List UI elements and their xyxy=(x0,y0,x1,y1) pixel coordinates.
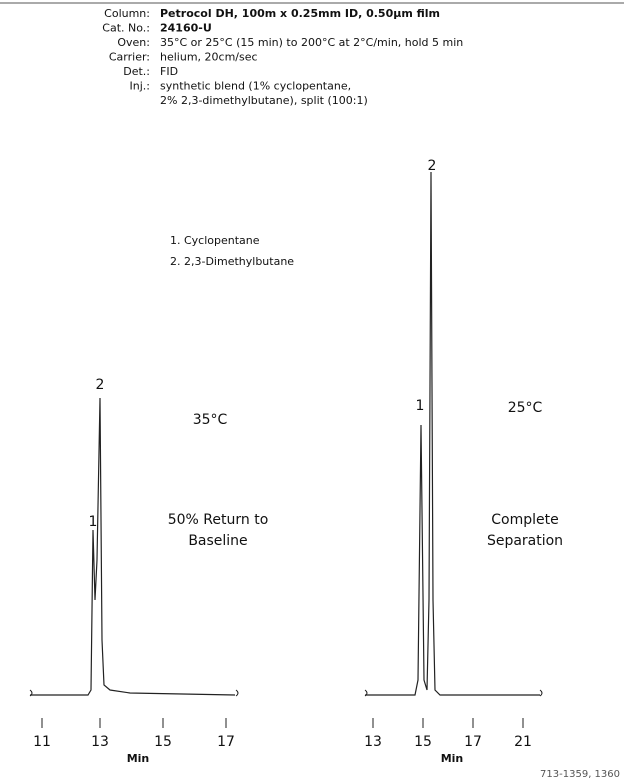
panel-title: 25°C xyxy=(508,400,543,416)
peak-label: 2 xyxy=(428,158,437,174)
axis-label: Min xyxy=(127,752,150,765)
legend-item: 2. 2,3-Dimethylbutane xyxy=(170,255,294,268)
field-value: 2% 2,3-dimethylbutane), split (100:1) xyxy=(160,94,368,107)
field-value: Petrocol DH, 100m x 0.25mm ID, 0.50µm fi… xyxy=(160,7,440,20)
trace-end xyxy=(29,689,239,697)
field-value: FID xyxy=(160,65,178,78)
tick-label: 13 xyxy=(364,734,382,750)
tick-label: 15 xyxy=(414,734,432,750)
field-label: Column: xyxy=(104,7,150,20)
annotation: Separation xyxy=(487,533,563,549)
annotation: Baseline xyxy=(188,533,247,549)
field-value: helium, 20cm/sec xyxy=(160,51,258,64)
annotation: Complete xyxy=(491,512,558,528)
peak-label: 2 xyxy=(96,377,105,393)
tick-label: 21 xyxy=(514,734,532,750)
tick-label: 15 xyxy=(154,734,172,750)
trace-end xyxy=(364,689,543,697)
tick-label: 13 xyxy=(91,734,109,750)
footer: 713-1359, 1360 xyxy=(540,769,620,780)
field-value: synthetic blend (1% cyclopentane, xyxy=(160,80,351,93)
peak-label: 1 xyxy=(416,398,425,414)
tick-label: 17 xyxy=(217,734,235,750)
peak-label: 1 xyxy=(89,514,98,530)
field-label: Inj.: xyxy=(130,80,150,93)
field-label: Cat. No.: xyxy=(102,22,150,35)
chromatogram-trace xyxy=(365,171,540,696)
chromatogram-trace xyxy=(30,397,236,696)
field-label: Carrier: xyxy=(109,51,150,64)
field-value: 24160-U xyxy=(160,22,212,35)
tick-label: 17 xyxy=(464,734,482,750)
field-label: Oven: xyxy=(117,36,150,49)
panel-title: 35°C xyxy=(193,412,228,428)
legend-item: 1. Cyclopentane xyxy=(170,234,260,247)
field-value: 35°C or 25°C (15 min) to 200°C at 2°C/mi… xyxy=(160,36,463,49)
field-label: Det.: xyxy=(123,65,150,78)
axis-label: Min xyxy=(441,752,464,765)
tick-label: 11 xyxy=(33,734,51,750)
annotation: 50% Return to xyxy=(168,512,269,528)
